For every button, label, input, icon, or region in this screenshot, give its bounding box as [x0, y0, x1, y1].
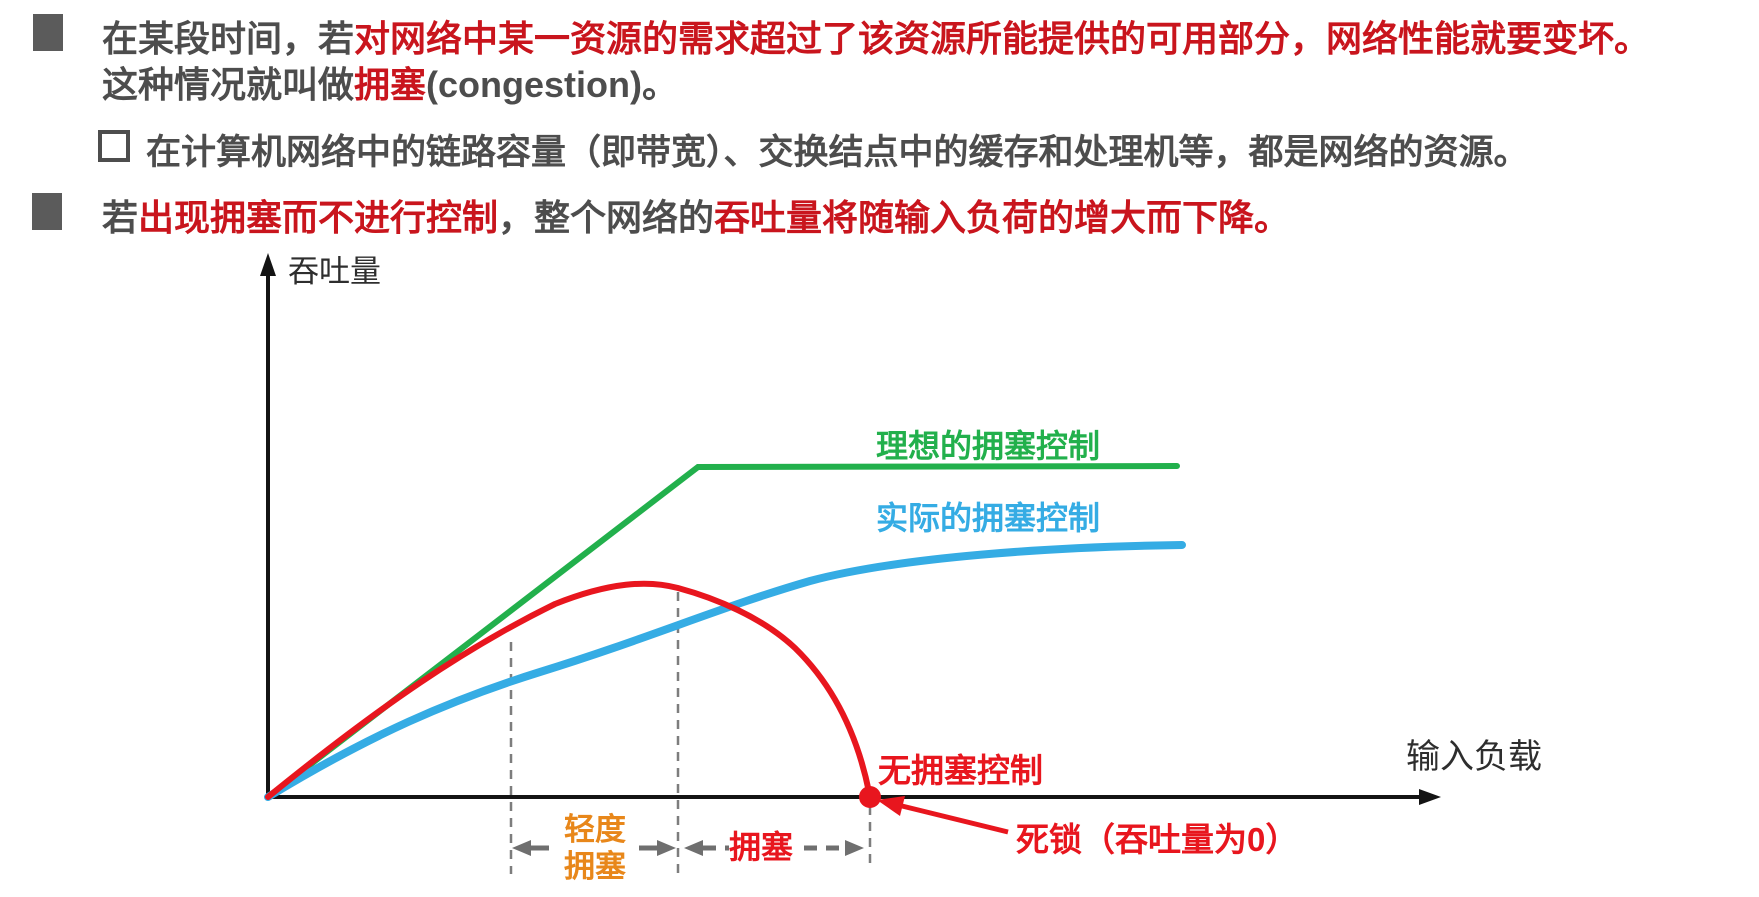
text-segment: (congestion)。	[426, 64, 679, 105]
y-axis-label: 吞吐量	[288, 254, 381, 289]
text-segment: 对网络中某一资源的需求超过了该资源所能提供的可用部分，网络性能就要变坏。	[354, 18, 1651, 59]
actual-congestion-control-label: 实际的拥塞控制	[876, 500, 1101, 536]
text-segment: 在计算机网络中的链路容量（即带宽）、交换结点中的缓存和处理机等，都是网络的资源。	[146, 133, 1529, 172]
bullet-3-line: 若出现拥塞而不进行控制，整个网络的吞吐量将随输入负荷的增大而下降。	[102, 189, 1290, 241]
no-congestion-control-label: 无拥塞控制	[878, 752, 1043, 789]
deadlock-callout-arrow	[901, 803, 1009, 835]
bullet-1-line-2: 这种情况就叫做拥塞(congestion)。	[102, 56, 678, 108]
deadlock-callout-arrowhead-icon	[877, 796, 905, 816]
y-axis-arrowhead-icon	[260, 253, 276, 276]
light-congestion-region-label: 轻度拥塞	[564, 812, 626, 884]
text-segment: 出现拥塞而不进行控制	[138, 197, 499, 238]
filled-square-bullet-icon	[33, 14, 63, 51]
text-segment: 在某段时间，若	[102, 18, 355, 59]
congestion-range-arrowhead-right-icon	[845, 840, 864, 856]
bullet-2-line: 在计算机网络中的链路容量（即带宽）、交换结点中的缓存和处理机等，都是网络的资源。	[146, 124, 1529, 175]
text-segment: 这种情况就叫做	[102, 64, 355, 105]
text-segment: ，整个网络的	[498, 197, 715, 238]
text-segment: 吞吐量将随输入负荷的增大而下降。	[714, 197, 1291, 238]
hollow-square-bullet-icon	[98, 130, 130, 162]
text-segment: 拥塞	[354, 64, 427, 105]
light-congestion-range-arrowhead-right-icon	[657, 840, 676, 856]
light-congestion-range-arrowhead-left-icon	[512, 840, 531, 856]
filled-square-bullet-icon	[32, 193, 62, 230]
congestion-range-arrowhead-left-icon	[684, 840, 703, 856]
x-axis-label: 输入负载	[1406, 738, 1542, 776]
deadlock-annotation-label: 死锁（吞吐量为0）	[1016, 821, 1299, 858]
bullet-1-line-1: 在某段时间，若对网络中某一资源的需求超过了该资源所能提供的可用部分，网络性能就要…	[102, 10, 1650, 62]
actual-congestion-control-curve	[264, 541, 1186, 801]
text-segment: 若	[102, 197, 139, 238]
no-congestion-control-curve	[265, 580, 872, 800]
x-axis-arrowhead-icon	[1419, 789, 1441, 805]
ideal-congestion-control-label: 理想的拥塞控制	[876, 428, 1101, 464]
congestion-region-label: 拥塞	[729, 829, 794, 865]
